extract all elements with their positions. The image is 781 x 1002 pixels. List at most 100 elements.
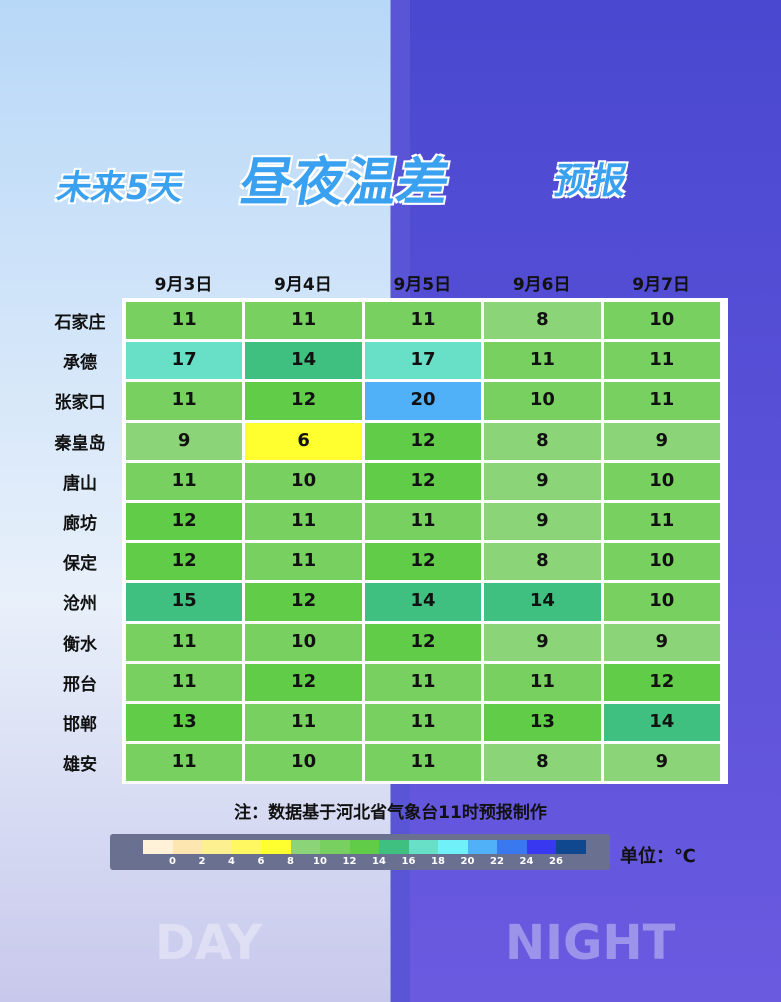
- cell: 11: [243, 541, 364, 583]
- cell: 10: [601, 581, 722, 623]
- legend-swatch: [379, 840, 409, 854]
- cell: 11: [482, 661, 603, 703]
- cell: 12: [243, 661, 364, 703]
- legend-swatch: [438, 840, 468, 854]
- row-name: 唐山: [63, 473, 97, 494]
- legend-swatch: [261, 840, 291, 854]
- column-header: 9月3日: [154, 275, 213, 295]
- cell: 11: [243, 501, 364, 543]
- cell: 11: [362, 742, 484, 784]
- cell: 11: [601, 340, 722, 382]
- cell: 9: [124, 420, 245, 462]
- cell: 11: [601, 380, 722, 422]
- legend-swatch: [231, 840, 261, 854]
- cell: 8: [482, 300, 603, 342]
- cell: 11: [362, 501, 484, 543]
- legend-tick: 20: [460, 856, 475, 867]
- cell: 14: [482, 581, 603, 623]
- cell: 12: [243, 581, 364, 623]
- cell: 9: [482, 460, 603, 502]
- cell: 14: [362, 581, 484, 623]
- row-name: 承德: [63, 353, 97, 374]
- legend-swatch: [290, 840, 320, 854]
- cell: 8: [482, 541, 603, 583]
- legend-swatch: [497, 840, 527, 854]
- cell: 11: [124, 460, 245, 502]
- cell: 10: [601, 300, 722, 342]
- legend-tick: 4: [228, 856, 235, 867]
- legend-swatch: [320, 840, 350, 854]
- column-header: 9月4日: [274, 275, 332, 295]
- title-part: 未来5天: [53, 168, 187, 208]
- legend-swatch: [143, 840, 173, 854]
- cell: 11: [124, 380, 245, 422]
- cell: 12: [124, 501, 245, 543]
- row-name: 保定: [63, 554, 97, 575]
- cell: 11: [482, 340, 603, 382]
- cell: 10: [243, 460, 364, 502]
- cell: 11: [124, 742, 245, 784]
- legend-tick: 16: [401, 856, 416, 867]
- cell: 11: [362, 661, 484, 703]
- legend-swatch: [556, 840, 586, 854]
- cell: 10: [482, 380, 603, 422]
- cell: 13: [124, 702, 245, 744]
- legend-tick: 0: [169, 856, 176, 867]
- cell: 12: [362, 420, 484, 462]
- row-name: 邢台: [63, 674, 97, 695]
- cell: 11: [362, 300, 484, 342]
- legend-tick: 2: [198, 856, 206, 867]
- cell: 9: [601, 621, 722, 663]
- cell: 17: [124, 340, 245, 382]
- cell: 10: [243, 742, 364, 784]
- cell: 9: [601, 420, 722, 462]
- row-name: 邯郸: [63, 715, 97, 735]
- cell: 11: [124, 661, 245, 703]
- cell: 12: [362, 460, 484, 502]
- legend-swatch: [467, 840, 497, 854]
- cell: 11: [124, 300, 245, 342]
- legend-tick: 26: [549, 856, 563, 867]
- cell: 10: [601, 460, 722, 502]
- legend-swatch: [172, 840, 202, 854]
- row-name: 雄安: [63, 755, 97, 776]
- cell: 12: [601, 661, 722, 703]
- cell: 12: [243, 380, 364, 422]
- column-header: 9月5日: [393, 275, 452, 295]
- cell: 12: [362, 541, 484, 583]
- cell: 6: [243, 420, 364, 462]
- cell: 14: [243, 340, 364, 382]
- row-name: 廊坊: [63, 514, 97, 534]
- legend-tick: 22: [490, 856, 504, 867]
- row-name: 沧州: [63, 594, 97, 615]
- cell: 20: [362, 380, 484, 422]
- cell: 11: [124, 621, 245, 663]
- cell: 13: [482, 702, 603, 744]
- legend-swatch: [408, 840, 438, 854]
- unit: 单位：℃: [620, 846, 696, 867]
- cell: 12: [362, 621, 484, 663]
- cell: 9: [601, 742, 722, 784]
- column-header: 9月7日: [632, 275, 690, 295]
- cell: 8: [482, 420, 603, 462]
- row-name: 秦皇岛: [54, 433, 106, 454]
- title-part: 昼夜温差: [235, 153, 455, 213]
- night-label: NIGHT: [505, 915, 676, 971]
- cell: 15: [124, 581, 245, 623]
- row-name: 张家口: [54, 393, 106, 414]
- legend-tick: 24: [519, 856, 534, 867]
- legend-tick: 12: [342, 856, 357, 867]
- legend-tick: 14: [372, 856, 386, 867]
- cell: 9: [482, 621, 603, 663]
- row-name: 石家庄: [54, 313, 106, 333]
- cell: 11: [601, 501, 722, 543]
- title-part: 预报: [550, 161, 631, 202]
- cell: 9: [482, 501, 603, 543]
- row-name: 衡水: [63, 634, 97, 655]
- column-header: 9月6日: [512, 275, 571, 295]
- cell: 17: [362, 340, 484, 382]
- note: 注：数据基于河北省气象台11时预报制作: [234, 803, 547, 823]
- cell: 10: [243, 621, 364, 663]
- legend-tick: 18: [431, 856, 445, 867]
- legend-swatch: [526, 840, 556, 854]
